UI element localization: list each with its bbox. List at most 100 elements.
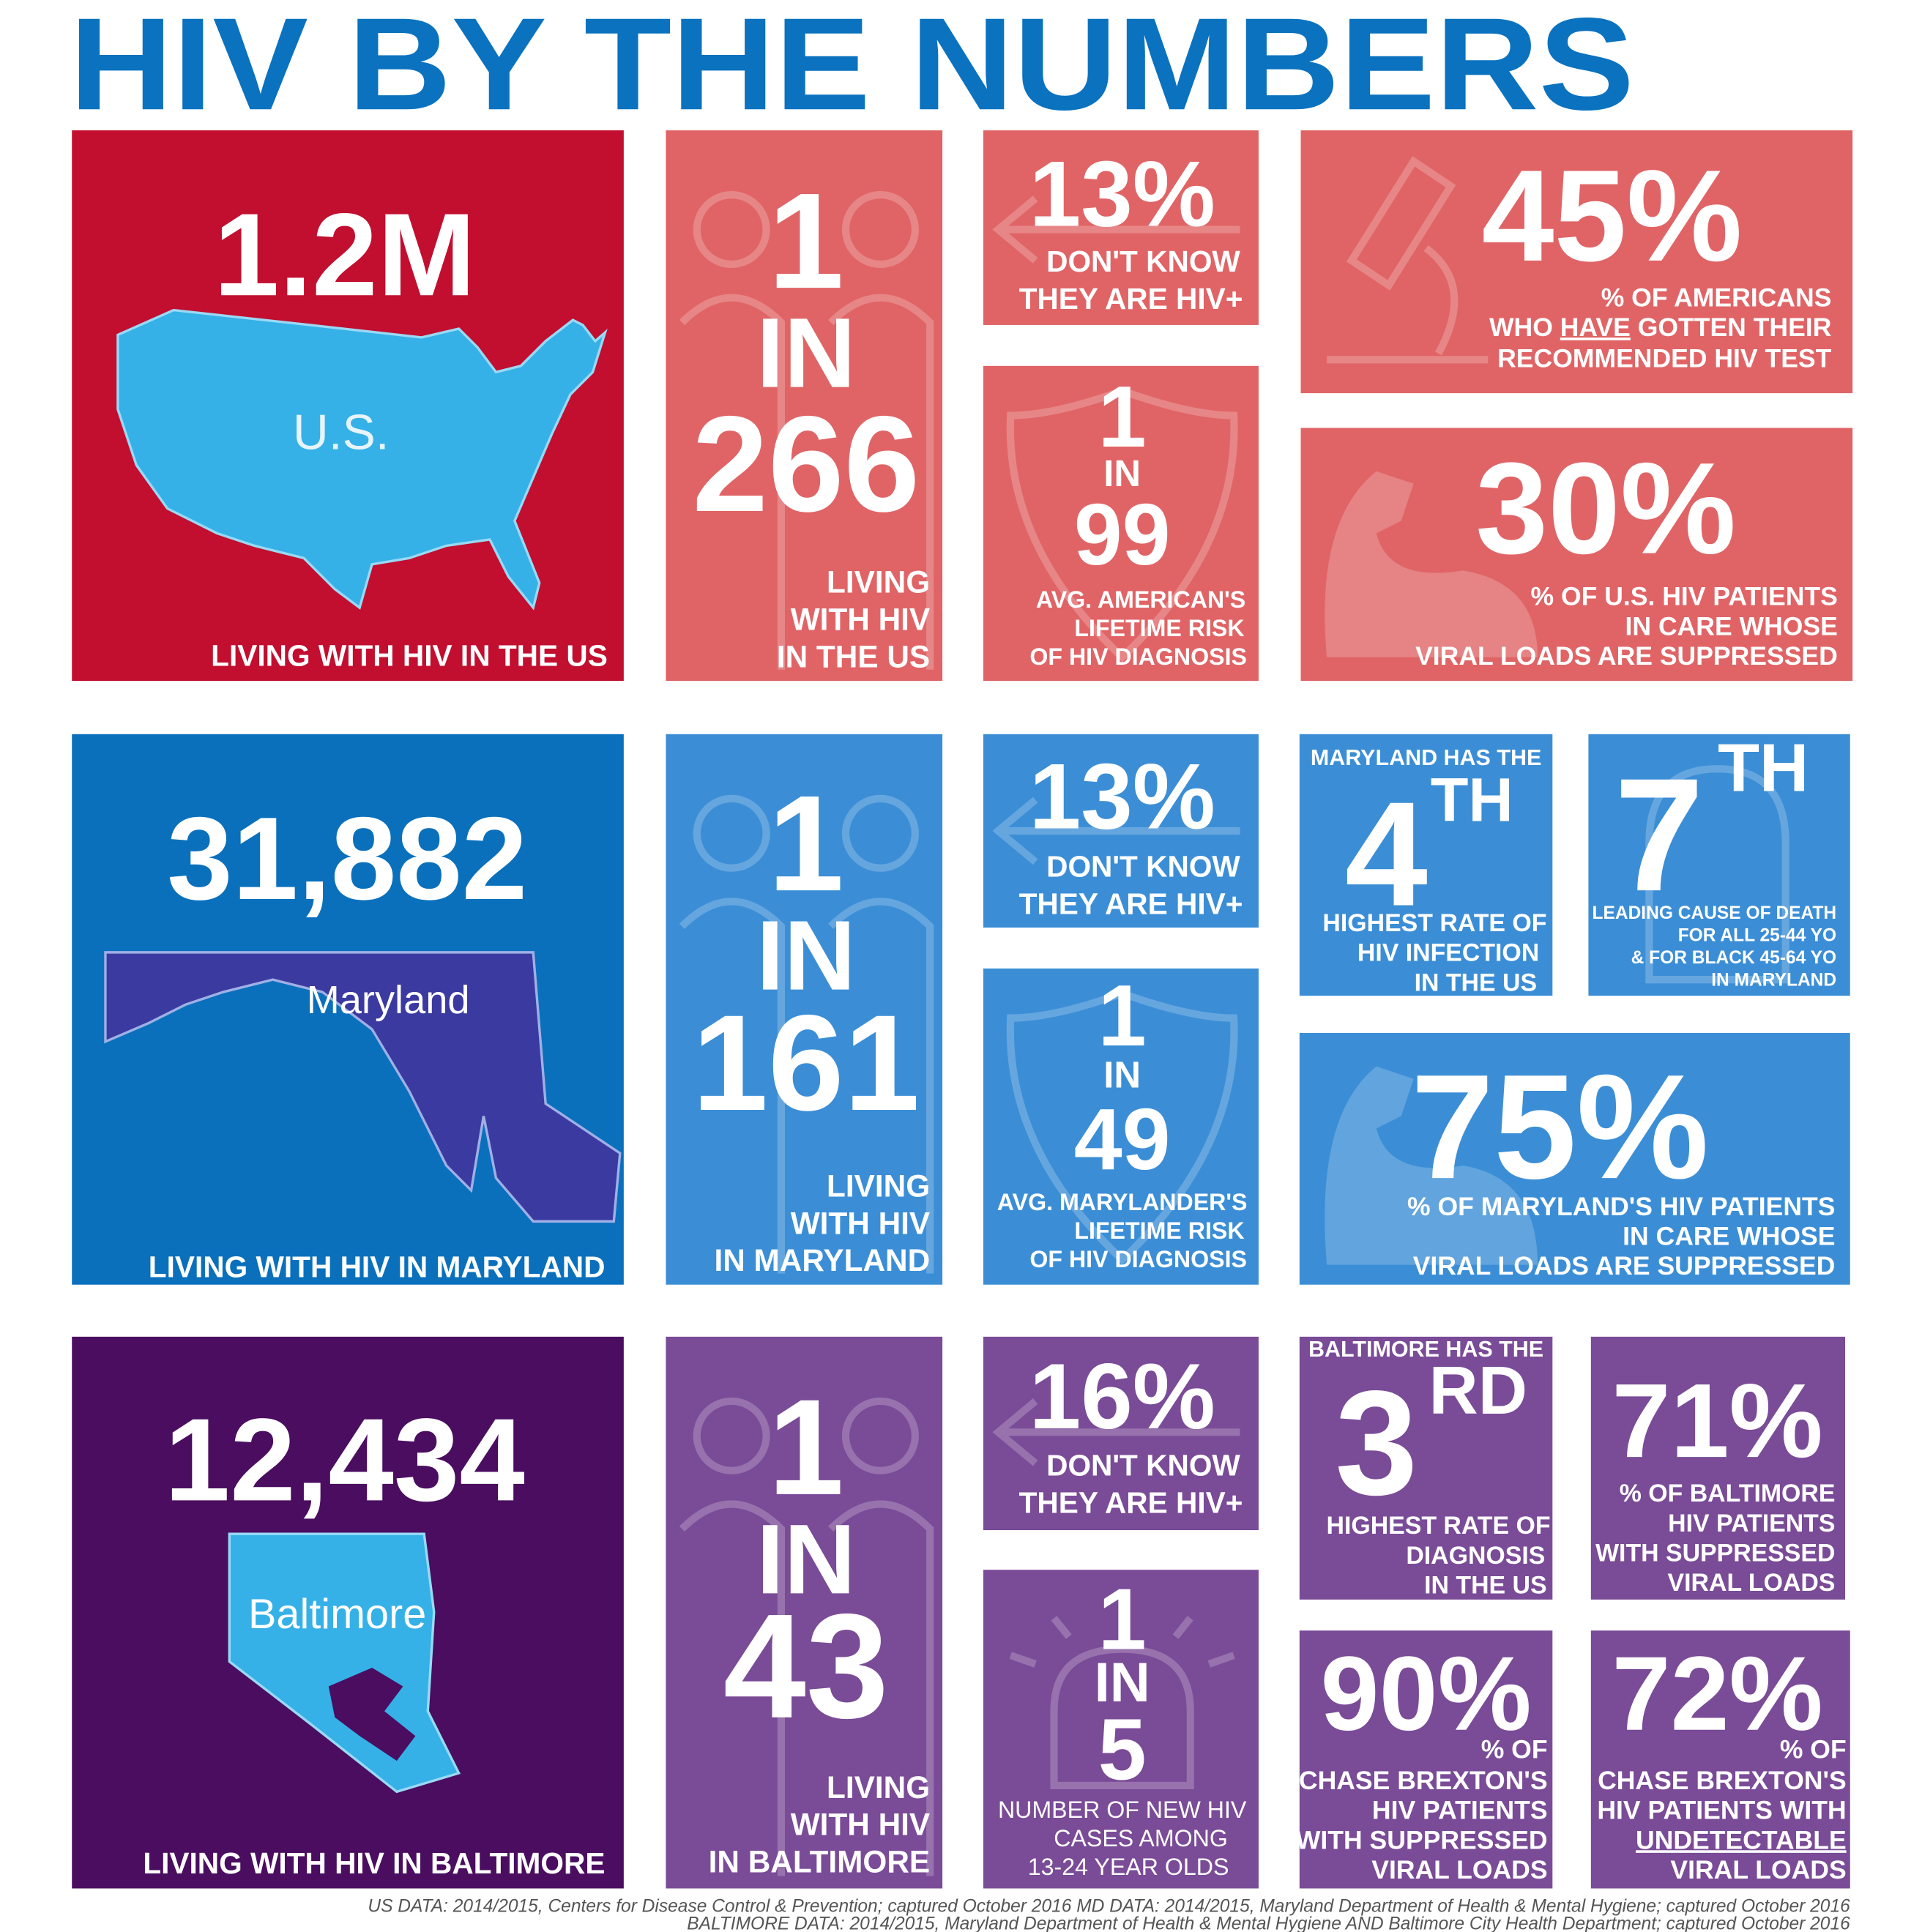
map-label: U.S. bbox=[293, 405, 390, 460]
caption: HIGHEST RATE OF bbox=[1322, 909, 1546, 937]
caption: DON'T KNOW bbox=[1046, 245, 1240, 278]
arrow-icon bbox=[992, 797, 1240, 865]
caption: WITH HIV bbox=[791, 1808, 930, 1842]
caption: THEY ARE HIV+ bbox=[1019, 887, 1243, 920]
number: 1 bbox=[768, 767, 844, 920]
caption: WITH HIV bbox=[791, 1206, 930, 1240]
caption: HIV PATIENTS bbox=[1668, 1510, 1835, 1537]
caption: LIVING WITH HIV IN BALTIMORE bbox=[143, 1846, 605, 1880]
caption-emphasis: UNDETECTABLE bbox=[1636, 1825, 1847, 1854]
number: 49 bbox=[1074, 1092, 1171, 1188]
caption: BALTIMORE HAS THE bbox=[1308, 1337, 1543, 1362]
caption: IN BALTIMORE bbox=[709, 1844, 931, 1879]
caption: HIV INFECTION bbox=[1357, 939, 1539, 967]
caption: OF HIV DIAGNOSIS bbox=[1029, 644, 1247, 670]
number: 43 bbox=[723, 1584, 889, 1750]
number: 3 bbox=[1335, 1360, 1418, 1526]
caption: IN THE US bbox=[777, 639, 930, 674]
number: 31,882 bbox=[167, 793, 527, 925]
number: IN bbox=[756, 1503, 855, 1614]
harbor bbox=[328, 1668, 416, 1761]
number: 1 bbox=[768, 165, 844, 317]
maryland-map bbox=[104, 951, 622, 1223]
caption: AVG. AMERICAN'S bbox=[1036, 586, 1245, 613]
number: 161 bbox=[692, 987, 920, 1139]
number: 5 bbox=[1098, 1701, 1147, 1798]
caption: IN THE US bbox=[1415, 969, 1537, 996]
caption: IN CARE WHOSE bbox=[1625, 611, 1838, 641]
caption: LEADING CAUSE OF DEATH bbox=[1592, 903, 1836, 923]
shield-icon bbox=[1006, 989, 1238, 1265]
caption: OF HIV DIAGNOSIS bbox=[1029, 1246, 1247, 1272]
number: 1 bbox=[1098, 968, 1147, 1064]
caption: HIV PATIENTS WITH bbox=[1597, 1796, 1846, 1825]
caption-part: GOTTEN THEIR bbox=[1631, 313, 1831, 342]
people-icon bbox=[679, 191, 934, 670]
number: IN bbox=[756, 900, 855, 1011]
caption: % OF MARYLAND'S HIV PATIENTS bbox=[1407, 1192, 1835, 1221]
tile bbox=[983, 365, 1259, 681]
tile bbox=[1299, 734, 1553, 996]
caption: FOR ALL 25-44 YO bbox=[1678, 926, 1836, 946]
caption: VIRAL LOADS bbox=[1668, 1569, 1836, 1597]
number: IN bbox=[1095, 1652, 1150, 1714]
arm-icon bbox=[1325, 1066, 1538, 1265]
caption: IN CARE WHOSE bbox=[1623, 1222, 1835, 1251]
people-icon bbox=[679, 1397, 934, 1876]
caption: AVG. MARYLANDER'S bbox=[997, 1189, 1248, 1215]
caption: HIV PATIENTS bbox=[1372, 1796, 1548, 1825]
caption: VIRAL LOADS bbox=[1670, 1855, 1846, 1884]
number: 30% bbox=[1475, 436, 1736, 581]
caption: VIRAL LOADS ARE SUPPRESSED bbox=[1413, 1251, 1836, 1280]
number: 71% bbox=[1612, 1362, 1823, 1480]
suffix: TH bbox=[1431, 764, 1513, 834]
caption: CASES AMONG bbox=[1054, 1825, 1228, 1851]
people-icon bbox=[679, 794, 934, 1274]
caption: % OF BALTIMORE bbox=[1620, 1480, 1836, 1507]
number: 266 bbox=[692, 388, 920, 540]
caption: % OF U.S. HIV PATIENTS bbox=[1530, 582, 1837, 611]
us-row: 1.2M U.S. LIVING WITH HIV IN THE US 1 IN… bbox=[72, 130, 1853, 681]
caption: & FOR BLACK 45-64 YO bbox=[1631, 948, 1837, 968]
tile bbox=[666, 1336, 943, 1889]
caption: DIAGNOSIS bbox=[1406, 1542, 1545, 1570]
caption: WITH SUPPRESSED bbox=[1595, 1539, 1835, 1567]
caption: DON'T KNOW bbox=[1046, 1449, 1240, 1482]
tile bbox=[983, 1336, 1259, 1531]
caption: WITH SUPPRESSED bbox=[1296, 1825, 1548, 1854]
number: IN bbox=[756, 297, 855, 409]
caption: WHO HAVE GOTTEN THEIR bbox=[1489, 313, 1831, 342]
title: HIV BY THE NUMBERS bbox=[70, 0, 1634, 138]
caption: THEY ARE HIV+ bbox=[1019, 1485, 1243, 1519]
number: 75% bbox=[1411, 1044, 1709, 1210]
tile bbox=[1299, 1630, 1553, 1889]
caption-part: WHO bbox=[1489, 313, 1560, 342]
number: 16% bbox=[1029, 1344, 1215, 1448]
tile bbox=[1300, 428, 1853, 681]
arm-icon bbox=[1325, 471, 1538, 657]
siren-icon bbox=[1009, 1599, 1235, 1790]
number: 12,434 bbox=[165, 1394, 525, 1526]
number: 1.2M bbox=[214, 189, 476, 321]
caption: RECOMMENDED HIV TEST bbox=[1497, 344, 1831, 373]
tile bbox=[1299, 1336, 1553, 1600]
caption: LIVING WITH HIV IN MARYLAND bbox=[149, 1250, 606, 1284]
tile bbox=[1590, 1630, 1850, 1889]
caption: IN THE US bbox=[1424, 1571, 1546, 1599]
number: 1 bbox=[1098, 1572, 1147, 1668]
suffix: TH bbox=[1718, 730, 1809, 806]
number: 1 bbox=[1098, 369, 1147, 466]
tile bbox=[666, 734, 943, 1285]
map-label: Baltimore bbox=[248, 1591, 426, 1638]
tile bbox=[1300, 130, 1853, 394]
number: 7 bbox=[1614, 745, 1704, 925]
tile bbox=[1299, 1032, 1850, 1285]
tile bbox=[983, 130, 1259, 325]
number: 1 bbox=[768, 1371, 844, 1523]
maryland-row: 31,882 Maryland LIVING WITH HIV IN MARYL… bbox=[72, 730, 1850, 1285]
caption: NUMBER OF NEW HIV bbox=[998, 1797, 1247, 1823]
tile bbox=[1590, 1336, 1845, 1600]
map-label: Maryland bbox=[307, 978, 470, 1022]
number: IN bbox=[1103, 1053, 1141, 1095]
